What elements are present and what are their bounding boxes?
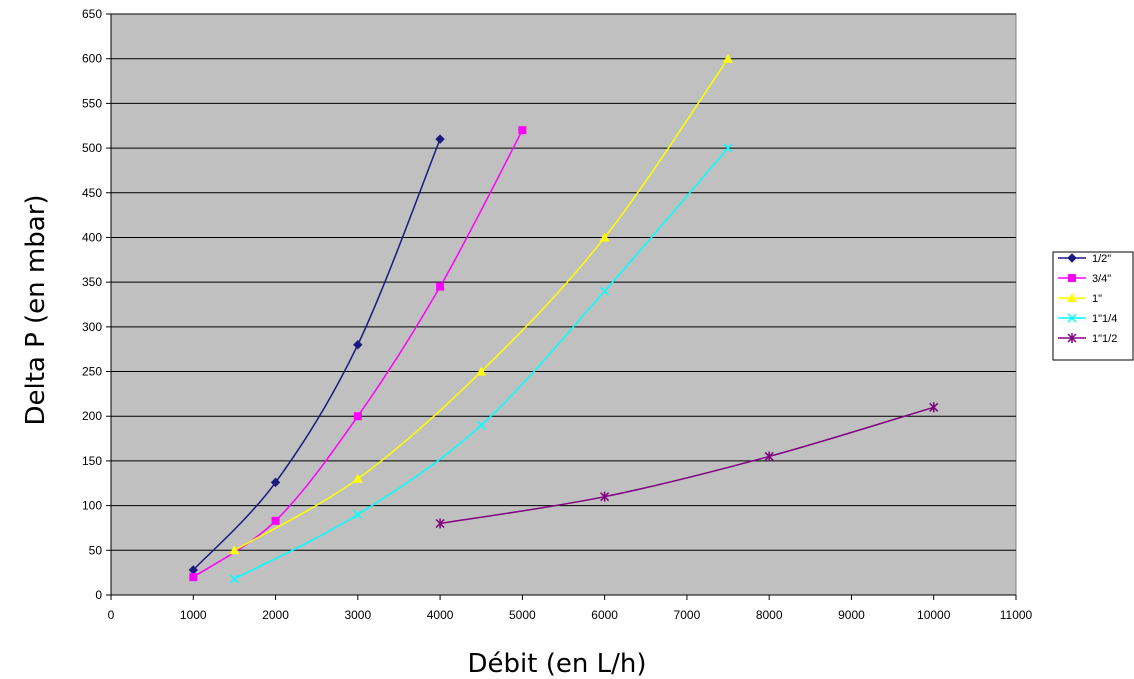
legend-marker [1067, 253, 1077, 263]
gridlines [111, 13, 1016, 551]
y-tick-label: 550 [82, 96, 102, 110]
y-tick-label: 200 [82, 409, 102, 423]
y-tick-label: 350 [82, 275, 102, 289]
x-tick-label: 5000 [509, 608, 536, 622]
y-tick-label: 0 [95, 588, 102, 602]
legend: 1/2" 3/4" 1" 1"1/4 1"1/2 [1052, 251, 1134, 361]
series-line [192, 138, 441, 571]
data-point [189, 573, 198, 582]
y-tick-label: 300 [82, 320, 102, 334]
x-tick-label: 3000 [344, 608, 371, 622]
series-1 [189, 126, 527, 582]
y-axis-ticks: 0 50 100 150 200 250 300 350 400 450 500 550 600 650 [82, 7, 111, 602]
data-point [352, 473, 363, 483]
y-tick-label: 650 [82, 7, 102, 21]
y-tick-label: 400 [82, 230, 102, 244]
data-point [518, 126, 527, 135]
series-line [439, 406, 934, 525]
series-line [234, 147, 729, 580]
series-group [188, 53, 939, 584]
legend-label: 1"1/2 [1092, 333, 1117, 345]
data-point [229, 574, 239, 584]
data-point [600, 491, 610, 502]
series-3 [229, 143, 733, 584]
series-4 [435, 402, 939, 529]
x-tick-label: 2000 [262, 608, 289, 622]
data-point [929, 402, 939, 413]
y-tick-label: 450 [82, 186, 102, 200]
legend-label: 1/2" [1092, 253, 1111, 265]
y-tick-label: 150 [82, 454, 102, 468]
data-point [435, 134, 445, 144]
data-point [271, 516, 280, 525]
data-point [599, 232, 610, 242]
data-point [723, 53, 734, 63]
y-tick-label: 50 [89, 543, 103, 557]
legend-item: 1"1/4 [1058, 313, 1117, 325]
y-axis-title: Delta P (en mbar) [21, 194, 51, 425]
data-point [353, 412, 362, 421]
legend-marker [1067, 333, 1077, 343]
x-tick-label: 10000 [917, 608, 951, 622]
series-2 [229, 53, 734, 555]
x-tick-label: 8000 [756, 608, 783, 622]
x-tick-label: 4000 [427, 608, 454, 622]
y-tick-label: 250 [82, 365, 102, 379]
data-point [353, 340, 363, 350]
x-tick-label: 1000 [180, 608, 207, 622]
legend-item: 3/4" [1058, 273, 1111, 285]
series-0 [188, 134, 445, 575]
x-tick-label: 0 [108, 608, 115, 622]
legend-item: 1/2" [1058, 253, 1111, 265]
legend-marker [1067, 293, 1077, 302]
legend-item: 1"1/2 [1058, 333, 1117, 345]
legend-label: 3/4" [1092, 273, 1111, 285]
series-line [234, 58, 729, 551]
x-tick-label: 7000 [674, 608, 701, 622]
legend-marker [1068, 274, 1076, 282]
x-axis-ticks: 0 1000 2000 3000 4000 5000 6000 7000 8000 9000 100… [108, 595, 1033, 622]
data-point [476, 366, 487, 376]
data-point [353, 510, 363, 520]
x-tick-label: 6000 [591, 608, 618, 622]
y-tick-label: 500 [82, 141, 102, 155]
x-tick-label: 9000 [838, 608, 865, 622]
legend-item: 1" [1058, 293, 1102, 305]
data-point [270, 477, 281, 488]
data-point [476, 420, 486, 430]
plot-area [110, 13, 1017, 596]
data-point [600, 286, 610, 296]
legend-marker [1067, 313, 1077, 323]
series-line [192, 129, 524, 578]
y-tick-label: 100 [82, 499, 102, 513]
axes [110, 14, 1016, 596]
data-point [436, 282, 445, 291]
legend-box [1052, 251, 1134, 361]
data-point [229, 545, 240, 555]
data-point [435, 518, 445, 529]
x-axis-title: Débit (en L/h) [468, 649, 647, 679]
x-tick-label: 11000 [1000, 608, 1033, 622]
y-tick-label: 600 [82, 52, 102, 66]
data-point [764, 451, 774, 462]
legend-label: 1"1/4 [1092, 313, 1117, 325]
legend-label: 1" [1092, 293, 1102, 305]
data-point [723, 143, 733, 153]
